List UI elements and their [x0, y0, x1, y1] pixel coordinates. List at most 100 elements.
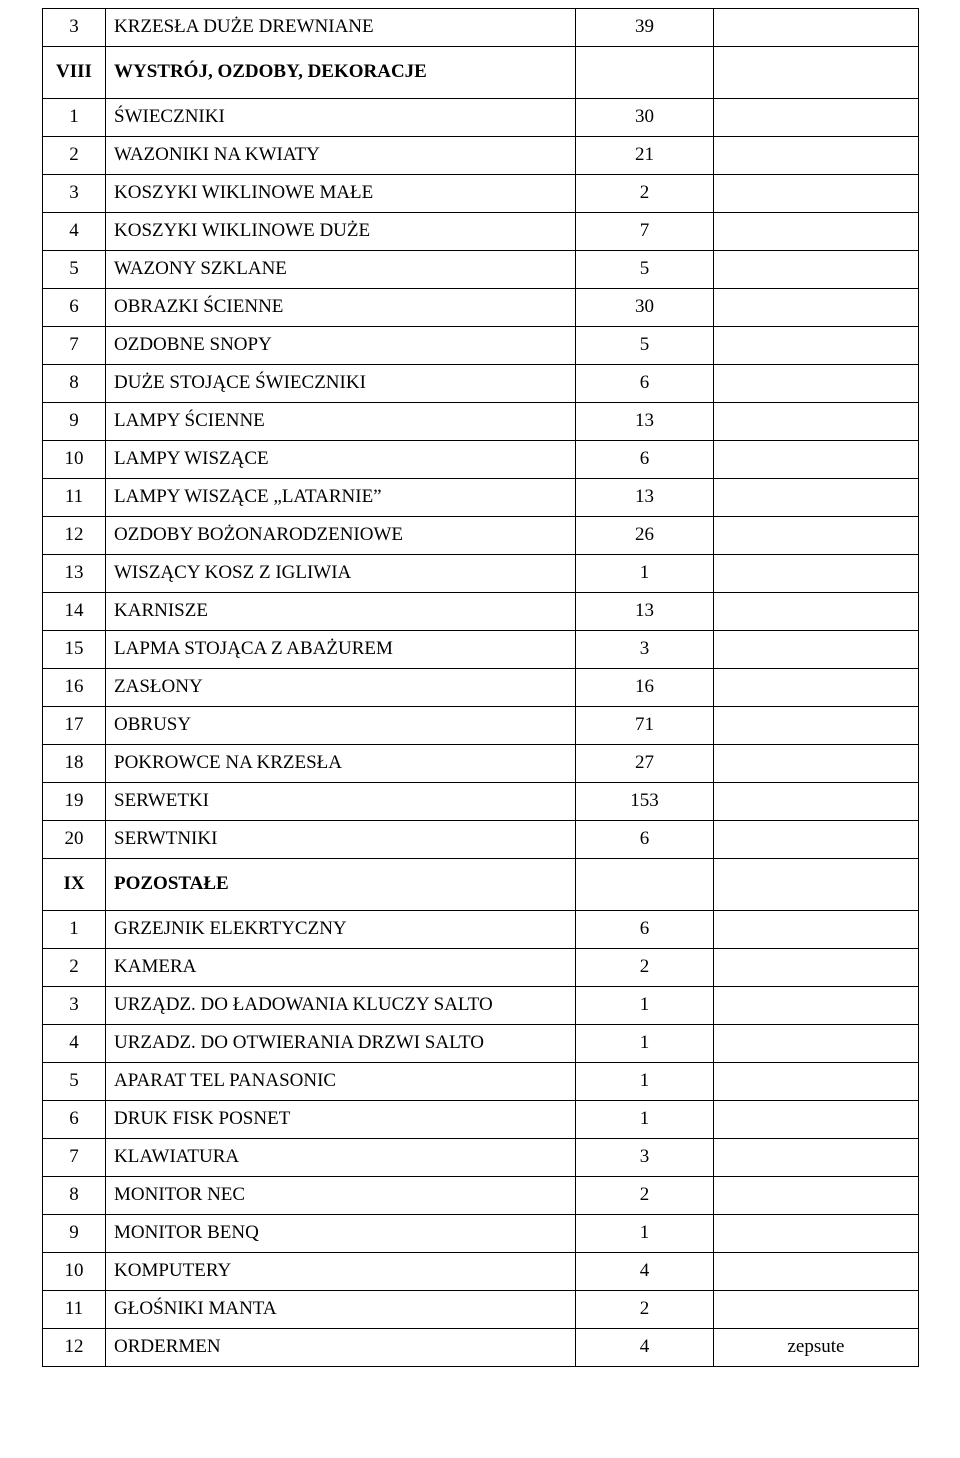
cell-index: 10	[43, 441, 106, 479]
cell-index: 6	[43, 289, 106, 327]
cell-quantity: 30	[576, 99, 714, 137]
cell-name: GRZEJNIK ELEKRTYCZNY	[106, 911, 576, 949]
cell-note	[714, 1139, 919, 1177]
cell-quantity: 1	[576, 1215, 714, 1253]
cell-name: WAZONIKI NA KWIATY	[106, 137, 576, 175]
cell-name: KAMERA	[106, 949, 576, 987]
cell-note	[714, 213, 919, 251]
table-row: 3KRZESŁA DUŻE DREWNIANE39	[43, 9, 919, 47]
cell-quantity: 1	[576, 987, 714, 1025]
cell-name: OBRAZKI ŚCIENNE	[106, 289, 576, 327]
cell-quantity: 1	[576, 555, 714, 593]
table-row: 6DRUK FISK POSNET1	[43, 1101, 919, 1139]
cell-name: ORDERMEN	[106, 1329, 576, 1367]
cell-quantity: 3	[576, 1139, 714, 1177]
cell-name: KLAWIATURA	[106, 1139, 576, 1177]
cell-name: WISZĄCY KOSZ Z IGLIWIA	[106, 555, 576, 593]
cell-name: SERWETKI	[106, 783, 576, 821]
cell-quantity: 153	[576, 783, 714, 821]
cell-note	[714, 1253, 919, 1291]
cell-name: KOMPUTERY	[106, 1253, 576, 1291]
table-row: 9MONITOR BENQ1	[43, 1215, 919, 1253]
cell-note	[714, 47, 919, 99]
cell-note	[714, 251, 919, 289]
cell-note	[714, 593, 919, 631]
cell-name: URZADZ. DO OTWIERANIA DRZWI SALTO	[106, 1025, 576, 1063]
cell-note	[714, 175, 919, 213]
table-row: 3URZĄDZ. DO ŁADOWANIA KLUCZY SALTO1	[43, 987, 919, 1025]
cell-note	[714, 289, 919, 327]
cell-note	[714, 949, 919, 987]
cell-index: 20	[43, 821, 106, 859]
table-row: 9LAMPY ŚCIENNE13	[43, 403, 919, 441]
cell-note	[714, 1063, 919, 1101]
cell-quantity	[576, 47, 714, 99]
cell-index: IX	[43, 859, 106, 911]
cell-index: 19	[43, 783, 106, 821]
cell-index: 12	[43, 517, 106, 555]
page: 3KRZESŁA DUŻE DREWNIANE39VIIIWYSTRÓJ, OZ…	[0, 0, 960, 1407]
cell-quantity: 2	[576, 1291, 714, 1329]
table-row: 1ŚWIECZNIKI30	[43, 99, 919, 137]
table-row: 18POKROWCE NA KRZESŁA27	[43, 745, 919, 783]
cell-quantity: 6	[576, 911, 714, 949]
cell-name: KOSZYKI WIKLINOWE MAŁE	[106, 175, 576, 213]
cell-index: 10	[43, 1253, 106, 1291]
cell-note	[714, 517, 919, 555]
cell-name: LAMPY WISZĄCE	[106, 441, 576, 479]
table-row: 4URZADZ. DO OTWIERANIA DRZWI SALTO1	[43, 1025, 919, 1063]
cell-quantity: 1	[576, 1063, 714, 1101]
table-row: 12OZDOBY BOŻONARODZENIOWE26	[43, 517, 919, 555]
cell-note	[714, 783, 919, 821]
inventory-table: 3KRZESŁA DUŻE DREWNIANE39VIIIWYSTRÓJ, OZ…	[42, 8, 919, 1367]
cell-name: KOSZYKI WIKLINOWE DUŻE	[106, 213, 576, 251]
table-row: 11GŁOŚNIKI MANTA2	[43, 1291, 919, 1329]
cell-name: DUŻE STOJĄCE ŚWIECZNIKI	[106, 365, 576, 403]
cell-note	[714, 859, 919, 911]
cell-quantity: 13	[576, 479, 714, 517]
cell-name: KRZESŁA DUŻE DREWNIANE	[106, 9, 576, 47]
table-row: 11LAMPY WISZĄCE „LATARNIE”13	[43, 479, 919, 517]
cell-quantity: 7	[576, 213, 714, 251]
cell-quantity: 1	[576, 1101, 714, 1139]
cell-name: URZĄDZ. DO ŁADOWANIA KLUCZY SALTO	[106, 987, 576, 1025]
cell-name: OZDOBNE SNOPY	[106, 327, 576, 365]
cell-quantity: 30	[576, 289, 714, 327]
table-row: 16ZASŁONY16	[43, 669, 919, 707]
cell-index: 7	[43, 327, 106, 365]
table-row: 20SERWTNIKI6	[43, 821, 919, 859]
table-row: 14KARNISZE13	[43, 593, 919, 631]
cell-note	[714, 9, 919, 47]
cell-quantity: 1	[576, 1025, 714, 1063]
cell-note	[714, 1101, 919, 1139]
cell-note	[714, 99, 919, 137]
cell-quantity: 5	[576, 251, 714, 289]
cell-note	[714, 745, 919, 783]
cell-index: 3	[43, 987, 106, 1025]
table-row: 7KLAWIATURA3	[43, 1139, 919, 1177]
cell-quantity: 13	[576, 593, 714, 631]
cell-name: WYSTRÓJ, OZDOBY, DEKORACJE	[106, 47, 576, 99]
cell-index: 9	[43, 1215, 106, 1253]
cell-quantity: 13	[576, 403, 714, 441]
table-row: 1GRZEJNIK ELEKRTYCZNY6	[43, 911, 919, 949]
cell-index: 17	[43, 707, 106, 745]
cell-quantity	[576, 859, 714, 911]
cell-name: SERWTNIKI	[106, 821, 576, 859]
cell-index: 15	[43, 631, 106, 669]
cell-note	[714, 1177, 919, 1215]
cell-index: 7	[43, 1139, 106, 1177]
cell-quantity: 4	[576, 1329, 714, 1367]
cell-name: MONITOR BENQ	[106, 1215, 576, 1253]
cell-note	[714, 327, 919, 365]
cell-name: WAZONY SZKLANE	[106, 251, 576, 289]
cell-note	[714, 555, 919, 593]
table-row: 4KOSZYKI WIKLINOWE DUŻE7	[43, 213, 919, 251]
table-row: 3KOSZYKI WIKLINOWE MAŁE2	[43, 175, 919, 213]
table-row: VIIIWYSTRÓJ, OZDOBY, DEKORACJE	[43, 47, 919, 99]
cell-note	[714, 1025, 919, 1063]
cell-quantity: 6	[576, 365, 714, 403]
cell-quantity: 3	[576, 631, 714, 669]
cell-quantity: 16	[576, 669, 714, 707]
cell-quantity: 21	[576, 137, 714, 175]
